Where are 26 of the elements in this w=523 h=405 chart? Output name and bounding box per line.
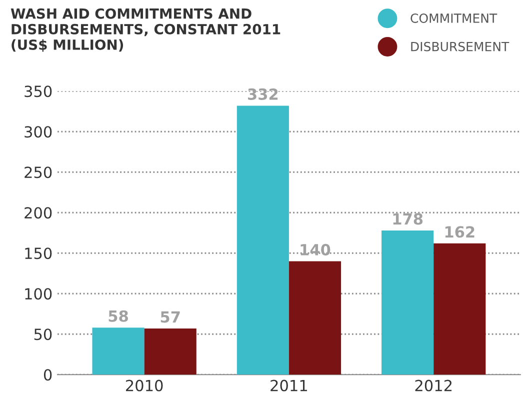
y-tick-label: 100	[25, 288, 52, 300]
bar	[382, 230, 434, 375]
data-label: 178	[393, 213, 423, 225]
y-tick-label: 350	[24, 86, 52, 98]
bar	[288, 261, 342, 375]
data-label: 58	[108, 310, 128, 322]
y-tick-label: 200	[24, 207, 52, 219]
data-label: 162	[445, 226, 474, 238]
legend-label: COMMITMENT	[410, 13, 498, 23]
legend-label: DISBURSEMENT	[411, 42, 510, 52]
data-label: 57	[160, 311, 180, 323]
y-tick-label: 300	[24, 126, 52, 138]
x-tick-label: 2011	[270, 380, 307, 392]
y-tick-label: 250	[24, 166, 52, 178]
y-tick-label: 0	[44, 369, 52, 381]
data-label: 140	[300, 244, 330, 256]
x-tick-label: 2012	[415, 380, 452, 392]
bar	[92, 328, 144, 375]
x-tick-label: 2010	[126, 380, 163, 392]
y-tick-label: 50	[34, 328, 52, 340]
y-tick-label: 150	[25, 248, 52, 260]
chart-title: WASH AID COMMITMENTS AND DISBURSEMENTS, CONSTANT 2011 (US$ MILLION)	[10, 8, 280, 52]
data-label: 332	[248, 88, 278, 100]
bar	[144, 328, 196, 375]
bar	[434, 243, 486, 375]
bar	[236, 106, 289, 375]
